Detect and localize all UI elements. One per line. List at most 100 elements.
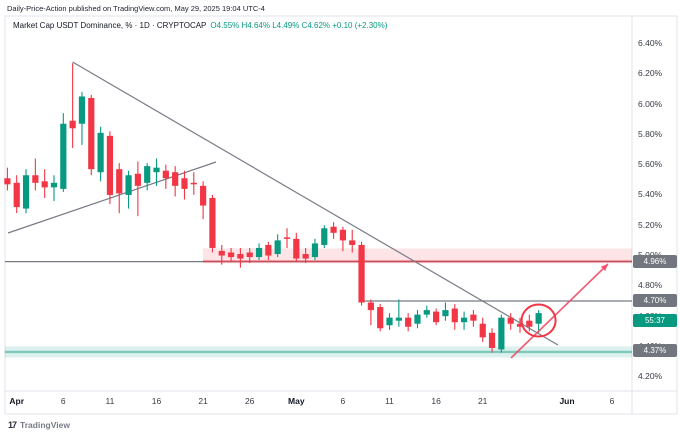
time-tick-label: 6 bbox=[60, 396, 66, 406]
ascending-trendline[interactable] bbox=[7, 161, 217, 234]
candle bbox=[97, 126, 104, 182]
projection-arrow-head bbox=[600, 264, 608, 272]
candle bbox=[311, 238, 319, 261]
tradingview-logo-text: TradingView bbox=[20, 420, 70, 430]
candle bbox=[367, 299, 374, 326]
candle bbox=[153, 158, 160, 186]
candle bbox=[237, 247, 244, 268]
candle bbox=[349, 229, 356, 253]
price-tick-label: 6.20% bbox=[638, 68, 663, 79]
candle bbox=[414, 310, 421, 329]
candle bbox=[41, 169, 48, 198]
candle bbox=[200, 181, 207, 220]
candle bbox=[377, 304, 384, 332]
tradingview-logo[interactable]: 17 TradingView bbox=[8, 420, 70, 430]
price-tick-label: 5.80% bbox=[638, 128, 663, 139]
candle bbox=[134, 161, 141, 217]
price-level-label[interactable]: 4.70% bbox=[633, 294, 677, 308]
candle bbox=[423, 305, 430, 318]
candle bbox=[246, 247, 253, 264]
countdown-label[interactable]: 55:37 bbox=[633, 313, 677, 327]
candle bbox=[516, 317, 524, 333]
resistance-zone[interactable] bbox=[203, 248, 632, 264]
chart-frame bbox=[4, 15, 678, 415]
candle bbox=[293, 232, 300, 262]
candle bbox=[479, 317, 486, 342]
candle bbox=[4, 167, 11, 191]
time-tick-label: Apr bbox=[9, 396, 25, 406]
candle bbox=[32, 158, 39, 191]
candle bbox=[498, 314, 505, 353]
price-tick-label: 6.00% bbox=[638, 98, 663, 109]
candle bbox=[526, 314, 533, 332]
candle bbox=[162, 164, 169, 189]
candle bbox=[50, 175, 58, 201]
candle bbox=[22, 169, 30, 214]
projection-arrow[interactable] bbox=[510, 263, 609, 359]
chart-legend[interactable]: Market Cap USDT Dominance, % · 1D · CRYP… bbox=[13, 21, 387, 30]
candle bbox=[227, 247, 235, 262]
time-tick-label: 16 bbox=[431, 396, 441, 406]
time-tick-label: 21 bbox=[477, 396, 488, 406]
publish-attribution: Daily-Price-Action published on TradingV… bbox=[7, 4, 265, 13]
time-tick-label: 21 bbox=[198, 396, 208, 406]
candle bbox=[181, 170, 188, 200]
time-tick-label: 6 bbox=[340, 396, 346, 406]
candle bbox=[302, 247, 309, 264]
candle bbox=[218, 244, 225, 265]
candle bbox=[60, 113, 67, 192]
candle bbox=[395, 299, 402, 327]
candle bbox=[442, 302, 449, 321]
candle bbox=[507, 313, 514, 330]
candle bbox=[330, 222, 337, 239]
candle bbox=[209, 194, 216, 253]
price-tick-label: 5.00% bbox=[638, 250, 678, 261]
candle bbox=[460, 311, 468, 330]
candle bbox=[274, 234, 281, 258]
candle bbox=[255, 243, 263, 261]
candle bbox=[405, 313, 412, 332]
time-tick-label: 11 bbox=[385, 396, 394, 406]
price-tick-label: 4.80% bbox=[638, 280, 663, 291]
candle bbox=[69, 63, 76, 148]
time-tick-label: 26 bbox=[244, 396, 255, 406]
candle bbox=[339, 226, 347, 251]
symbol-title: Market Cap USDT Dominance, % · 1D · CRYP… bbox=[13, 21, 207, 30]
candle bbox=[88, 94, 95, 176]
time-tick-label: May bbox=[288, 396, 305, 406]
price-tick-label: 5.60% bbox=[638, 159, 663, 170]
tradingview-logo-icon: 17 bbox=[8, 420, 17, 430]
price-tick-label: 6.40% bbox=[638, 37, 663, 48]
support-zone[interactable] bbox=[5, 346, 632, 358]
candle bbox=[451, 304, 458, 330]
candle bbox=[116, 163, 123, 214]
candle bbox=[488, 328, 496, 353]
breakout-circle[interactable] bbox=[520, 303, 557, 338]
candle bbox=[125, 170, 132, 209]
candle bbox=[321, 225, 328, 248]
candle bbox=[144, 163, 151, 191]
candle bbox=[535, 310, 542, 333]
price-tick-label: 5.40% bbox=[638, 189, 663, 200]
time-tick-label: 16 bbox=[151, 396, 162, 406]
candle bbox=[470, 310, 477, 327]
time-tick-label: Jun bbox=[559, 396, 575, 406]
price-tick-label: 4.20% bbox=[638, 371, 663, 382]
candle bbox=[172, 166, 179, 197]
candle bbox=[386, 313, 393, 330]
candle bbox=[283, 228, 291, 248]
candle bbox=[265, 241, 272, 261]
price-level-label[interactable]: 4.96% bbox=[633, 255, 677, 269]
candle bbox=[13, 175, 20, 214]
descending-trendline[interactable] bbox=[72, 61, 559, 346]
candle bbox=[433, 308, 440, 326]
candle bbox=[78, 91, 86, 145]
price-level-label[interactable]: 4.37% bbox=[633, 344, 677, 358]
ohlc-values: O4.55% H4.64% L4.49% C4.62% +0.10 (+2.30… bbox=[210, 21, 388, 30]
time-tick-label: 6 bbox=[609, 396, 615, 406]
candle bbox=[190, 172, 197, 195]
candle bbox=[106, 131, 114, 205]
price-tick-label: 5.20% bbox=[638, 219, 663, 230]
